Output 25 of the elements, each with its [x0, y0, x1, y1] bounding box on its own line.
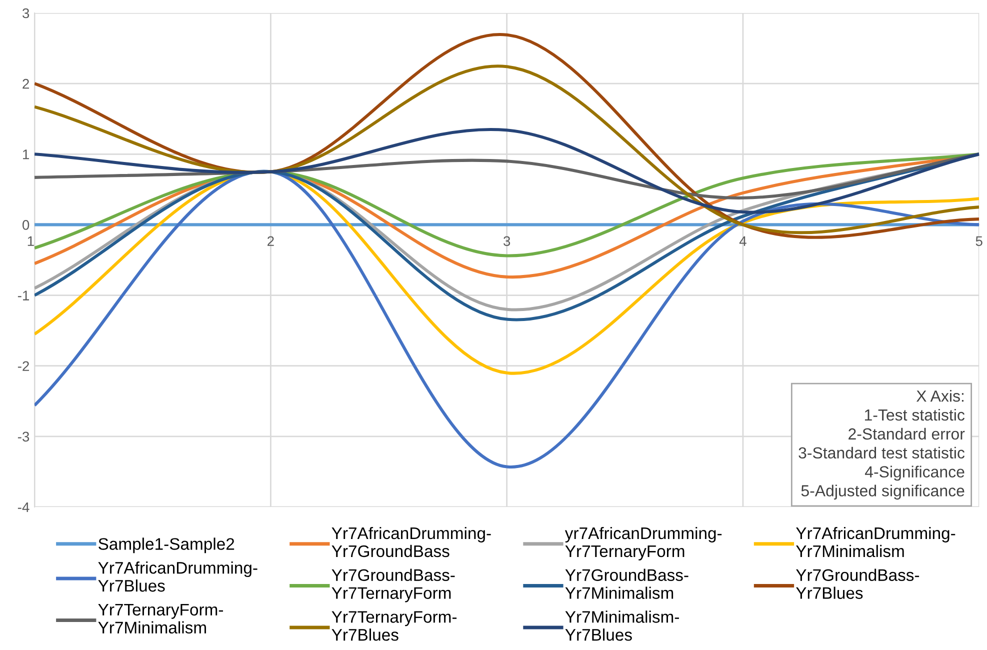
y-tick-label: -3	[18, 432, 30, 442]
legend-label: Yr7AfricanDrumming- Yr7GroundBass	[332, 526, 491, 558]
x-tick-label: 4	[739, 236, 746, 246]
legend-label: Yr7TernaryForm- Yr7Blues	[332, 611, 457, 641]
legend-label: Yr7AfricanDrumming- Yr7Minimalism	[796, 526, 956, 558]
annotation: X Axis: 1-Test statistic 2-Standard error 3-Standard test statistic 4-Significance 5-Adjusted significance	[798, 390, 965, 500]
legend-label: Yr7GroundBass- Yr7Minimalism	[565, 568, 688, 599]
y-tick-label: -2	[18, 361, 29, 371]
y-tick-label: 2	[22, 78, 29, 89]
y-tick-label: 0	[22, 220, 30, 230]
x-tick-label: 2	[268, 236, 274, 246]
x-tick-label: 3	[503, 236, 510, 246]
y-tick-label: -1	[18, 290, 30, 300]
y-tick-label: 1	[23, 150, 30, 160]
x-tick-label: 5	[976, 236, 982, 246]
legend-label: Yr7AfricanDrumming- Yr7Blues	[98, 562, 258, 592]
line-series	[34, 128, 980, 214]
legend-label: Yr7GroundBass- Yr7Blues	[796, 568, 920, 599]
legend-label: Sample1-Sample2	[98, 538, 234, 554]
legend-label: Yr7Minimalism- Yr7Blues	[565, 610, 679, 641]
y-tick-label: -4	[18, 502, 30, 512]
legend-label: Yr7TernaryForm- Yr7Minimalism	[98, 604, 223, 634]
y-tick-label: 3	[22, 8, 30, 18]
legend-label: yr7AfricanDrumming- Yr7TernaryForm	[564, 526, 722, 560]
legend-label: Yr7GroundBass- Yr7TernaryForm	[332, 568, 455, 602]
